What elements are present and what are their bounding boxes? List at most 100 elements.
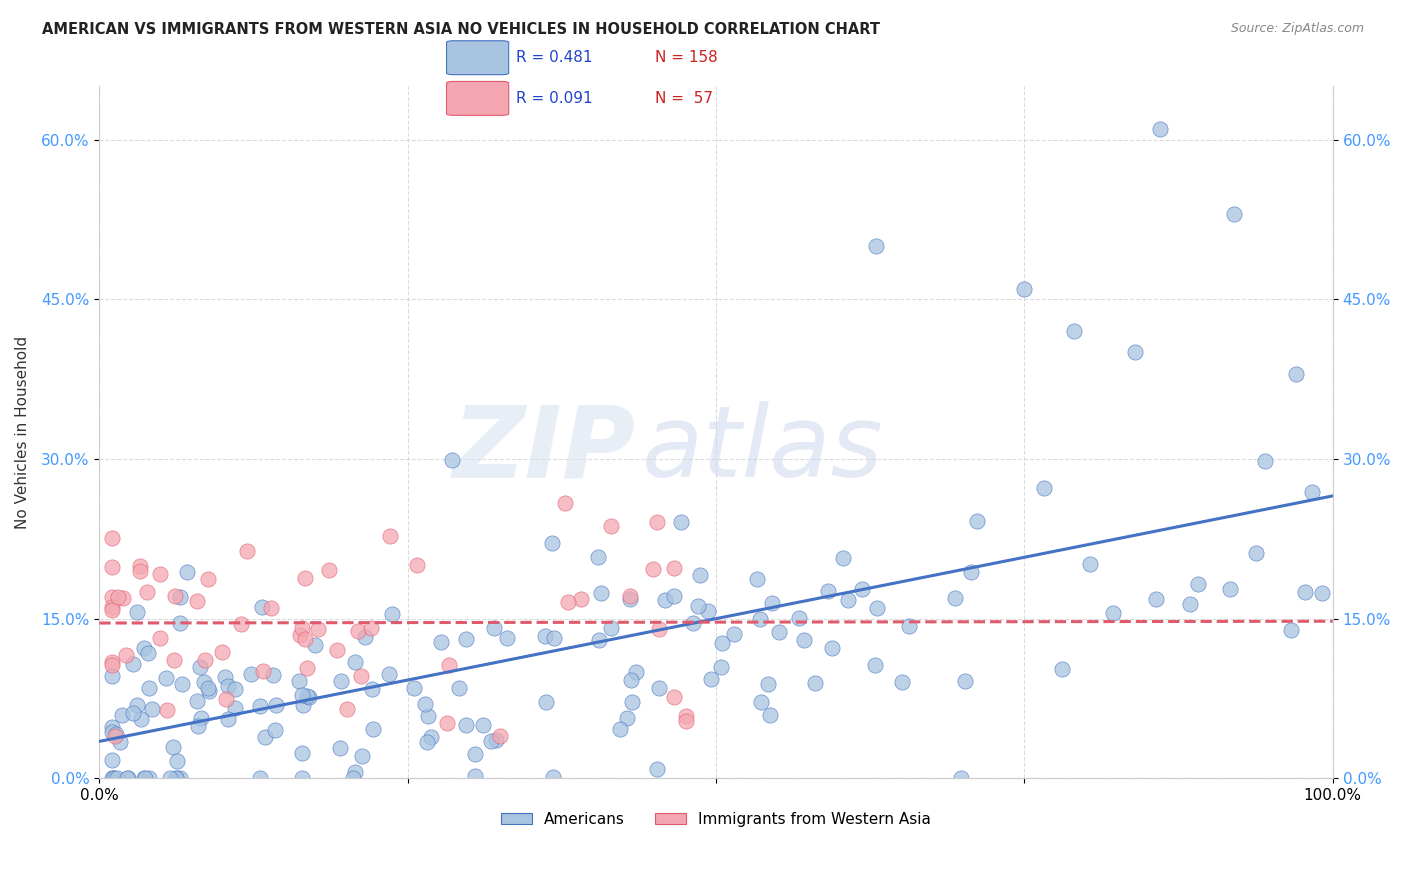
Point (662, 590, 685, 604)
FancyBboxPatch shape (447, 41, 509, 75)
Point (211, 645, 233, 659)
Point (329, 673, 352, 688)
Point (318, 564, 340, 578)
Point (100, 560, 122, 574)
Point (235, 544, 257, 558)
Point (600, 621, 623, 635)
Point (897, 619, 920, 633)
Point (217, 712, 239, 726)
Point (132, 771, 155, 785)
Point (554, 496, 576, 510)
Point (1223, 207, 1246, 221)
Point (252, 664, 274, 678)
Point (768, 625, 790, 640)
Point (641, 562, 664, 576)
Point (103, 771, 125, 785)
Point (291, 771, 314, 785)
Point (105, 727, 128, 741)
Legend: Americans, Immigrants from Western Asia: Americans, Immigrants from Western Asia (495, 805, 936, 833)
Point (787, 611, 810, 625)
Point (413, 697, 436, 711)
Point (1285, 367, 1308, 381)
Point (1014, 282, 1036, 296)
Point (188, 660, 211, 674)
Point (1310, 585, 1333, 599)
Point (187, 719, 209, 733)
Point (224, 682, 246, 697)
Point (100, 657, 122, 672)
Point (378, 666, 401, 681)
Point (817, 584, 839, 599)
Point (1187, 577, 1209, 591)
Point (436, 716, 458, 731)
Point (953, 673, 976, 688)
Point (1219, 582, 1241, 597)
Point (588, 633, 610, 648)
Point (262, 667, 284, 681)
Point (197, 683, 219, 698)
Point (430, 634, 453, 648)
Point (163, 589, 186, 603)
Point (100, 720, 122, 734)
Point (287, 674, 309, 689)
Point (100, 771, 122, 785)
Point (586, 549, 609, 564)
Point (1294, 585, 1316, 599)
Text: atlas: atlas (643, 401, 884, 498)
Point (619, 591, 641, 606)
Point (534, 695, 557, 709)
Point (138, 681, 160, 695)
Point (710, 659, 733, 673)
Point (821, 641, 844, 656)
Point (117, 771, 139, 785)
Point (485, 733, 508, 747)
Point (645, 762, 668, 776)
Point (1063, 324, 1085, 338)
Point (101, 771, 124, 785)
Point (761, 596, 783, 610)
Point (108, 735, 131, 749)
Point (138, 771, 160, 785)
Point (115, 648, 138, 663)
Point (136, 646, 159, 660)
Point (745, 572, 768, 586)
Point (378, 528, 401, 542)
Point (1032, 481, 1054, 495)
Point (350, 748, 373, 763)
Point (135, 584, 157, 599)
Point (100, 669, 122, 683)
Point (166, 755, 188, 769)
Point (675, 709, 697, 723)
Point (125, 698, 148, 713)
Point (360, 621, 382, 635)
Point (866, 601, 889, 615)
Point (112, 591, 135, 605)
Point (115, 771, 138, 785)
Point (291, 621, 314, 635)
Point (419, 730, 441, 744)
Point (100, 753, 122, 767)
Point (482, 621, 505, 635)
Point (304, 639, 326, 653)
Point (107, 591, 129, 605)
Point (1125, 345, 1147, 359)
Point (751, 695, 773, 709)
Point (609, 723, 631, 737)
Point (543, 770, 565, 784)
Point (404, 681, 426, 696)
Point (441, 453, 464, 467)
Point (381, 607, 404, 621)
Point (360, 682, 382, 697)
Point (792, 632, 814, 647)
Point (851, 582, 873, 596)
Point (291, 688, 314, 702)
Point (697, 604, 720, 618)
Point (101, 599, 124, 614)
Point (172, 677, 194, 691)
Point (342, 771, 364, 785)
Point (197, 573, 219, 587)
Point (291, 746, 314, 760)
Point (464, 769, 486, 783)
Point (100, 590, 122, 604)
Point (723, 627, 745, 641)
